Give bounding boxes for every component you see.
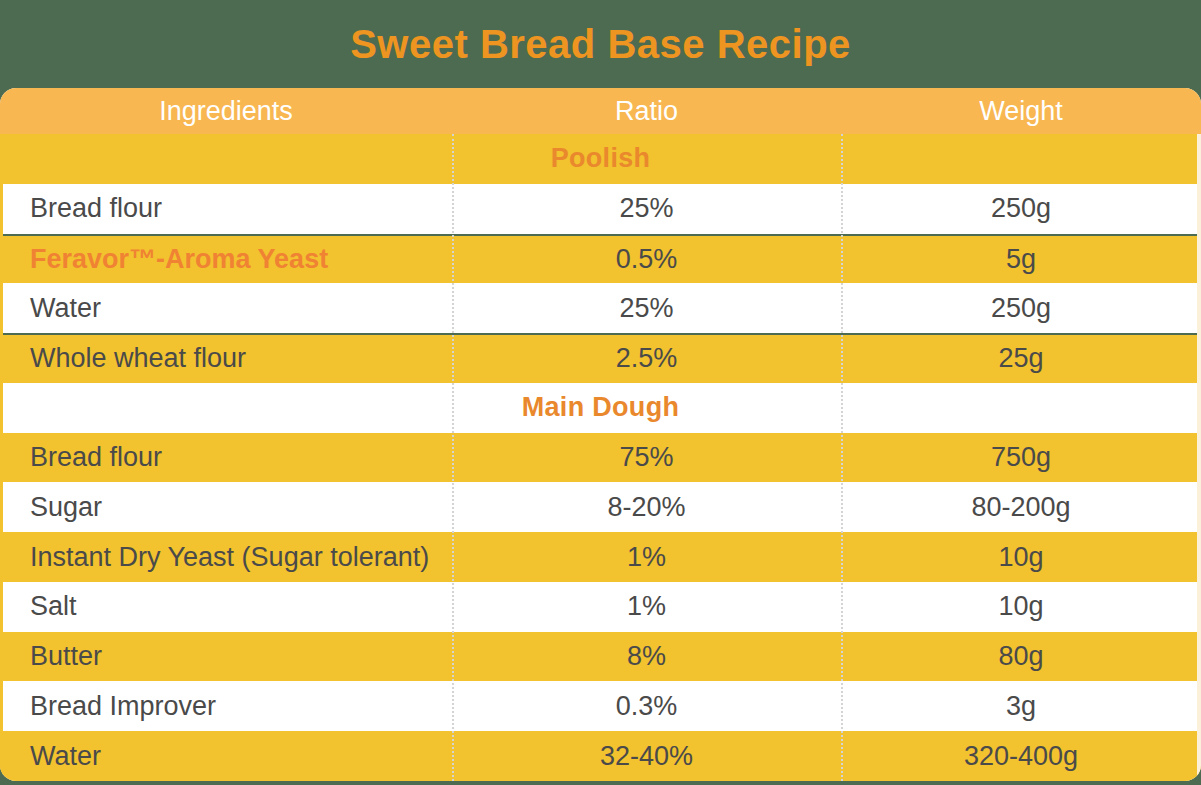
ratio-cell: 75% [452,442,841,473]
ratio-cell: 8% [452,641,841,672]
ratio-cell: 1% [452,591,841,622]
column-header-ingredients: Ingredients [0,96,452,127]
table-row: Salt 1% 10g [0,582,1201,632]
page-title: Sweet Bread Base Recipe [350,22,851,67]
ingredient-cell: Feravor™-Aroma Yeast [0,244,452,275]
ingredient-cell: Salt [0,591,452,622]
column-divider [841,134,843,781]
table-row: Bread flour 25% 250g [0,184,1201,234]
ingredient-cell: Whole wheat flour [0,343,452,374]
ratio-cell: 32-40% [452,741,841,772]
ratio-cell: 0.3% [452,691,841,722]
ingredient-cell: Bread Improver [0,691,452,722]
table-row: Feravor™-Aroma Yeast 0.5% 5g [0,234,1201,284]
ratio-cell: 25% [452,193,841,224]
weight-cell: 750g [841,442,1201,473]
ratio-cell: 8-20% [452,492,841,523]
table-row: Butter 8% 80g [0,632,1201,682]
weight-cell: 250g [841,293,1201,324]
ingredient-cell: Bread flour [0,193,452,224]
recipe-table: Ingredients Ratio Weight Poolish Bread f… [0,88,1201,781]
ingredient-cell: Instant Dry Yeast (Sugar tolerant) [0,542,452,573]
section-row-main-dough: Main Dough [0,383,1201,433]
weight-cell: 3g [841,691,1201,722]
ingredient-cell: Sugar [0,492,452,523]
right-edge-strip [1197,134,1201,781]
column-divider [452,134,454,781]
weight-cell: 10g [841,542,1201,573]
weight-cell: 80-200g [841,492,1201,523]
ingredient-cell: Bread flour [0,442,452,473]
ratio-cell: 2.5% [452,343,841,374]
column-header-ratio: Ratio [452,96,841,127]
weight-cell: 250g [841,193,1201,224]
table-row: Bread flour 75% 750g [0,433,1201,483]
column-header-weight: Weight [841,96,1201,127]
table-row: Water 25% 250g [0,283,1201,333]
table-row: Instant Dry Yeast (Sugar tolerant) 1% 10… [0,532,1201,582]
ingredient-cell: Water [0,293,452,324]
table-row: Bread Improver 0.3% 3g [0,681,1201,731]
section-label: Poolish [551,143,651,174]
left-edge-strip [0,134,3,781]
weight-cell: 80g [841,641,1201,672]
ingredient-cell: Butter [0,641,452,672]
weight-cell: 10g [841,591,1201,622]
ratio-cell: 0.5% [452,244,841,275]
weight-cell: 320-400g [841,741,1201,772]
table-row: Sugar 8-20% 80-200g [0,482,1201,532]
ratio-cell: 25% [452,293,841,324]
table-row: Water 32-40% 320-400g [0,731,1201,781]
ingredient-cell: Water [0,741,452,772]
title-bar: Sweet Bread Base Recipe [0,0,1201,88]
table-row: Whole wheat flour 2.5% 25g [0,333,1201,383]
section-label: Main Dough [522,392,679,423]
section-row-poolish: Poolish [0,134,1201,184]
table-header-row: Ingredients Ratio Weight [0,88,1201,134]
weight-cell: 5g [841,244,1201,275]
ratio-cell: 1% [452,542,841,573]
weight-cell: 25g [841,343,1201,374]
